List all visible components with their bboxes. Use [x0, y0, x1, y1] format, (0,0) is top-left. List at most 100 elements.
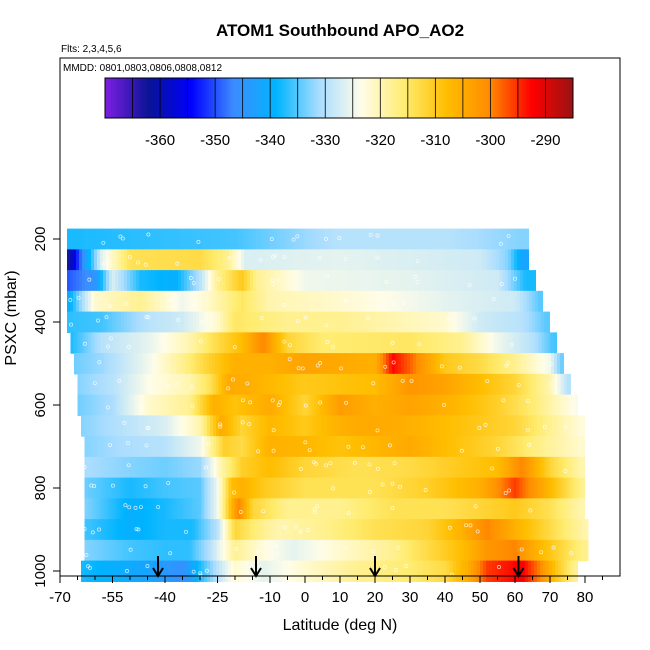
heatmap-cell	[489, 436, 494, 458]
colorbar-swatch	[175, 78, 178, 118]
heatmap-cell	[426, 456, 431, 479]
heatmap-cell	[261, 415, 265, 437]
heatmap-cell	[243, 498, 248, 520]
heatmap-cell	[212, 394, 217, 416]
heatmap-cell	[155, 394, 160, 416]
heatmap-cell	[115, 332, 120, 354]
heatmap-cell	[102, 477, 107, 499]
x-tick-label: -40	[154, 589, 176, 606]
heatmap-cell	[208, 270, 212, 292]
heatmap-cell	[467, 394, 472, 416]
heatmap-cell	[327, 498, 332, 520]
heatmap-cell	[465, 539, 470, 562]
heatmap-cell	[494, 373, 499, 396]
heatmap-cell	[570, 519, 575, 541]
heatmap-cell	[505, 228, 509, 250]
heatmap-cell	[140, 394, 145, 416]
heatmap-cell	[162, 456, 167, 479]
colorbar-swatch	[115, 78, 118, 118]
heatmap-cell	[318, 456, 323, 479]
heatmap-cell	[119, 373, 124, 396]
heatmap-cell	[190, 228, 194, 250]
heatmap-cell	[315, 456, 320, 479]
heatmap-cell	[540, 477, 545, 499]
colorbar-swatch	[493, 78, 496, 118]
sample-point	[138, 505, 143, 509]
heatmap-cell	[205, 228, 209, 250]
heatmap-cell	[289, 332, 294, 354]
heatmap-cell	[256, 228, 260, 250]
colorbar-swatch	[335, 78, 338, 118]
heatmap-cell	[306, 477, 311, 499]
sample-point	[247, 422, 252, 427]
heatmap-cell	[271, 270, 275, 292]
heatmap-cell	[511, 228, 515, 250]
heatmap-cell	[540, 456, 545, 479]
heatmap-cell	[448, 290, 452, 313]
heatmap-cell	[220, 249, 224, 271]
heatmap-cell	[151, 332, 156, 354]
heatmap-cell	[384, 477, 389, 499]
sample-point	[312, 460, 316, 465]
heatmap-cell	[115, 270, 119, 292]
heatmap-cell	[522, 560, 526, 582]
heatmap-cell	[295, 332, 300, 354]
heatmap-cell	[492, 498, 497, 520]
heatmap-cell	[459, 560, 463, 582]
heatmap-cell	[290, 373, 295, 396]
heatmap-cell	[551, 394, 556, 416]
heatmap-cell	[328, 249, 332, 271]
heatmap-cell	[84, 415, 88, 437]
heatmap-cell	[150, 415, 154, 437]
heatmap-cell	[524, 353, 528, 375]
heatmap-cell	[356, 394, 361, 416]
heatmap-cell	[558, 498, 563, 520]
heatmap-cell	[267, 560, 271, 582]
heatmap-cell	[464, 394, 469, 416]
heatmap-cell	[197, 394, 202, 416]
heatmap-cell	[317, 394, 322, 416]
heatmap-cell	[528, 519, 533, 541]
heatmap-cell	[516, 456, 521, 479]
sample-point	[191, 569, 196, 574]
heatmap-cell	[198, 560, 202, 582]
heatmap-cell	[142, 270, 146, 292]
heatmap-cell	[318, 539, 323, 562]
heatmap-cell	[189, 560, 193, 582]
heatmap-cell	[134, 353, 138, 375]
sample-point	[127, 255, 132, 259]
heatmap-cell	[419, 353, 423, 375]
heatmap-cell	[177, 539, 182, 562]
heatmap-cell	[238, 332, 243, 354]
heatmap-cell	[459, 436, 464, 458]
heatmap-cell	[573, 519, 578, 541]
heatmap-cell	[502, 249, 506, 271]
heatmap-cell	[110, 373, 115, 396]
heatmap-cell	[489, 415, 493, 437]
heatmap-cell	[430, 290, 434, 313]
colorbar-swatch	[275, 78, 278, 118]
heatmap-cell	[118, 290, 122, 313]
sample-point	[271, 428, 276, 433]
heatmap-cell	[219, 560, 223, 582]
heatmap-cell	[96, 519, 101, 541]
heatmap-cell	[144, 477, 149, 499]
heatmap-cell	[219, 477, 224, 499]
heatmap-cell	[345, 560, 349, 582]
colorbar-swatch	[173, 78, 176, 118]
heatmap-cell	[156, 519, 161, 541]
heatmap-cell	[303, 415, 307, 437]
heatmap-cell	[382, 311, 386, 333]
heatmap-cell	[309, 456, 314, 479]
heatmap-cell	[441, 415, 445, 437]
heatmap-cell	[409, 228, 413, 250]
heatmap-cell	[124, 311, 128, 333]
heatmap-cell	[519, 498, 524, 520]
heatmap-cell	[411, 519, 416, 541]
heatmap-cell	[561, 436, 566, 458]
sample-point	[339, 366, 344, 371]
heatmap-cell	[561, 539, 566, 562]
heatmap-cell	[366, 539, 371, 562]
heatmap-cell	[501, 519, 506, 541]
heatmap-cell	[428, 373, 433, 396]
